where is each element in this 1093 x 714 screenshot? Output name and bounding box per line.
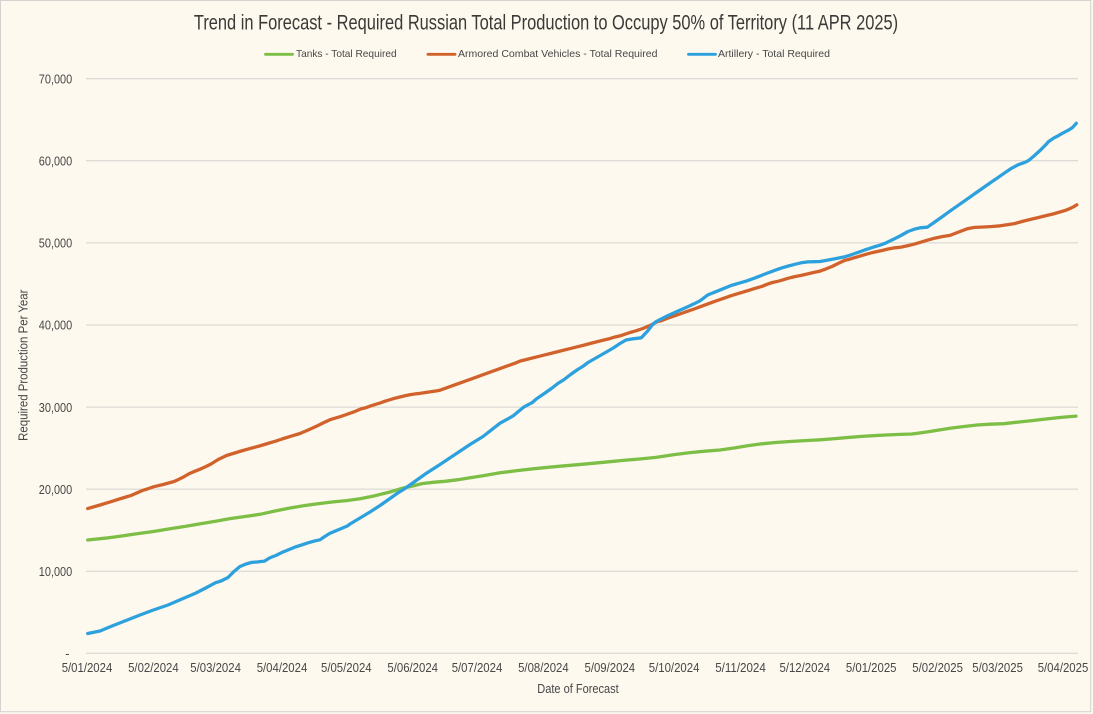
svg-text:Required Production Per Year: Required Production Per Year: [17, 290, 31, 441]
svg-text:5/09/2024: 5/09/2024: [585, 661, 636, 675]
svg-text:60,000: 60,000: [39, 155, 72, 169]
svg-text:Artillery - Total Required: Artillery - Total Required: [718, 49, 830, 60]
svg-text:10,000: 10,000: [39, 565, 72, 579]
svg-text:-: -: [65, 647, 69, 661]
svg-text:Armored Combat Vehicles - Tota: Armored Combat Vehicles - Total Required: [458, 49, 658, 60]
svg-text:20,000: 20,000: [39, 483, 72, 497]
svg-text:5/04/2024: 5/04/2024: [257, 661, 308, 675]
svg-text:5/02/2024: 5/02/2024: [128, 661, 179, 675]
svg-text:5/03/2025: 5/03/2025: [972, 661, 1023, 675]
svg-text:5/10/2024: 5/10/2024: [649, 661, 700, 675]
svg-text:5/08/2024: 5/08/2024: [518, 661, 569, 675]
svg-text:5/05/2024: 5/05/2024: [321, 661, 372, 675]
svg-text:70,000: 70,000: [39, 72, 72, 86]
svg-text:Tanks - Total Required: Tanks - Total Required: [296, 49, 397, 60]
svg-text:30,000: 30,000: [39, 401, 72, 415]
svg-text:5/01/2025: 5/01/2025: [846, 661, 897, 675]
svg-text:Trend in Forecast - Required R: Trend in Forecast - Required Russian Tot…: [194, 12, 898, 35]
svg-text:5/03/2024: 5/03/2024: [190, 661, 241, 675]
svg-text:5/12/2024: 5/12/2024: [780, 661, 831, 675]
svg-text:5/01/2024: 5/01/2024: [62, 661, 113, 675]
svg-text:5/11/2024: 5/11/2024: [715, 661, 766, 675]
svg-text:40,000: 40,000: [39, 319, 72, 333]
svg-text:5/07/2024: 5/07/2024: [452, 661, 503, 675]
svg-text:5/04/2025: 5/04/2025: [1038, 661, 1089, 675]
svg-text:5/06/2024: 5/06/2024: [387, 661, 438, 675]
svg-text:Date of Forecast: Date of Forecast: [537, 682, 619, 696]
svg-text:5/02/2025: 5/02/2025: [912, 661, 963, 675]
svg-text:50,000: 50,000: [39, 237, 72, 251]
